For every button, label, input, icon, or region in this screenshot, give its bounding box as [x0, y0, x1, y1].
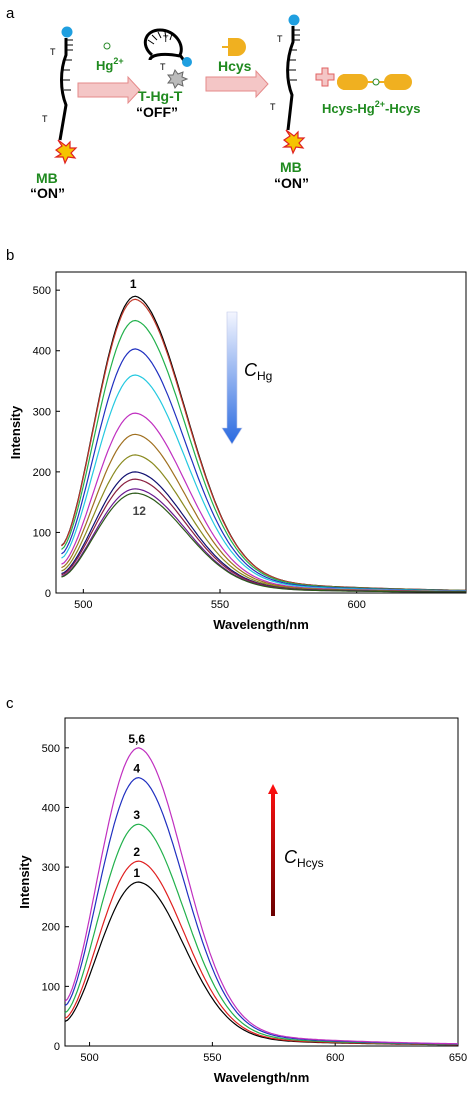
series-line-1	[64, 881, 459, 1046]
concentration-arrow-down-icon	[221, 311, 243, 445]
thg-label: T-Hg-T	[138, 88, 183, 104]
x-tick-label: 600	[326, 1052, 344, 1064]
x-axis-label: Wavelength/nm	[213, 617, 309, 632]
y-axis-label: Intensity	[8, 405, 23, 459]
y-tick-label: 0	[54, 1041, 60, 1053]
quencher-dot-hairpin	[182, 57, 192, 67]
chart-panel-b: b 500 550 600 0 100 200 300 400 500 Wavelength/nm I…	[6, 247, 467, 632]
panel-letter-b: b	[6, 247, 14, 264]
probe-linear-right: T T MB “ON”	[270, 14, 309, 191]
y-axis-label: Intensity	[17, 855, 32, 909]
complex-label: Hcys-Hg2+-Hcys	[322, 99, 420, 116]
reaction-arrow-2: Hcys	[205, 38, 269, 99]
t-label-3: T	[163, 34, 169, 44]
hg-label: Hg2+	[96, 56, 124, 73]
series-line-2	[61, 298, 467, 591]
hcys-molecule-icon	[228, 38, 246, 56]
arrow-label-chcys: CHcys	[284, 847, 324, 870]
mb-label-right: MB	[280, 159, 302, 175]
quencher-dot-right	[288, 14, 300, 26]
annotation-curve-4: 4	[133, 762, 140, 776]
y-tick-label: 300	[42, 862, 60, 874]
annotation-curve-3: 3	[133, 808, 140, 822]
series-line-7	[61, 433, 466, 593]
y-tick-label: 0	[45, 588, 51, 600]
series-line-12	[61, 492, 466, 593]
mb-label-left: MB	[36, 170, 58, 186]
concentration-arrow-up-icon	[268, 784, 278, 916]
x-axis-label: Wavelength/nm	[214, 1070, 310, 1085]
t-label-5: T	[277, 34, 283, 44]
series-line-3	[64, 823, 458, 1045]
series-line-4	[64, 776, 459, 1045]
reaction-arrow-1: Hg2+	[77, 42, 141, 105]
on-label-left: “ON”	[30, 185, 65, 201]
series-line-2	[64, 860, 458, 1046]
hcys-hg-complex: Hcys-Hg2+-Hcys	[322, 74, 420, 116]
series-line-6	[61, 412, 466, 592]
annotation-curve-1: 1	[133, 866, 140, 880]
schematic-panel-a: a T T MB “ON” Hg2+ T T T-Hg-T “OFF” Hcys	[6, 5, 420, 201]
probe-hairpin: T T T-Hg-T “OFF”	[136, 28, 192, 120]
annotation-curve-12: 12	[133, 504, 147, 518]
plot-frame	[64, 717, 459, 1047]
panel-letter-c: c	[6, 695, 14, 712]
arrow-label-chg: CHg	[244, 360, 272, 383]
off-label: “OFF”	[136, 104, 178, 120]
chart-panel-c: c 500 550 600 650 0 100 200 300 400 500 Wavelength/…	[6, 695, 467, 1085]
y-tick-label: 400	[42, 802, 60, 814]
plus-icon	[315, 67, 335, 87]
t-label-4: T	[160, 62, 166, 72]
y-tick-label: 200	[33, 467, 51, 479]
x-tick-label: 600	[347, 599, 365, 611]
series-line-5	[64, 747, 459, 1045]
on-label-right: “ON”	[274, 175, 309, 191]
y-tick-label: 200	[42, 922, 60, 934]
annotation-curve-1: 1	[130, 277, 137, 291]
series-line-8	[61, 454, 466, 593]
panel-letter-a: a	[6, 5, 15, 22]
x-tick-label: 550	[211, 599, 229, 611]
x-tick-label: 650	[449, 1052, 467, 1064]
y-tick-label: 500	[33, 285, 51, 297]
annotation-curve-5: 5,6	[128, 732, 145, 746]
series-line-5	[61, 374, 467, 592]
fluorophore-starburst-left	[53, 139, 78, 165]
hg-ion-icon	[103, 42, 111, 50]
fluorophore-starburst-right	[281, 129, 306, 155]
annotation-curve-2: 2	[133, 845, 140, 859]
dna-strand-left	[58, 38, 68, 141]
hcys-label: Hcys	[218, 58, 252, 74]
quencher-dot-left	[61, 26, 73, 38]
t-label-6: T	[270, 102, 276, 112]
x-tick-label: 500	[80, 1052, 98, 1064]
y-tick-label: 100	[42, 981, 60, 993]
t-label-2: T	[42, 114, 48, 124]
probe-linear-left: T T MB “ON”	[30, 26, 78, 201]
y-tick-label: 100	[33, 527, 51, 539]
x-tick-label: 550	[203, 1052, 221, 1064]
y-tick-label: 300	[33, 406, 51, 418]
y-tick-label: 500	[42, 743, 60, 755]
fluorophore-quenched	[167, 68, 189, 90]
t-label-1: T	[50, 47, 56, 57]
plot-frame	[55, 271, 467, 594]
y-tick-label: 400	[33, 346, 51, 358]
x-tick-label: 500	[74, 599, 92, 611]
